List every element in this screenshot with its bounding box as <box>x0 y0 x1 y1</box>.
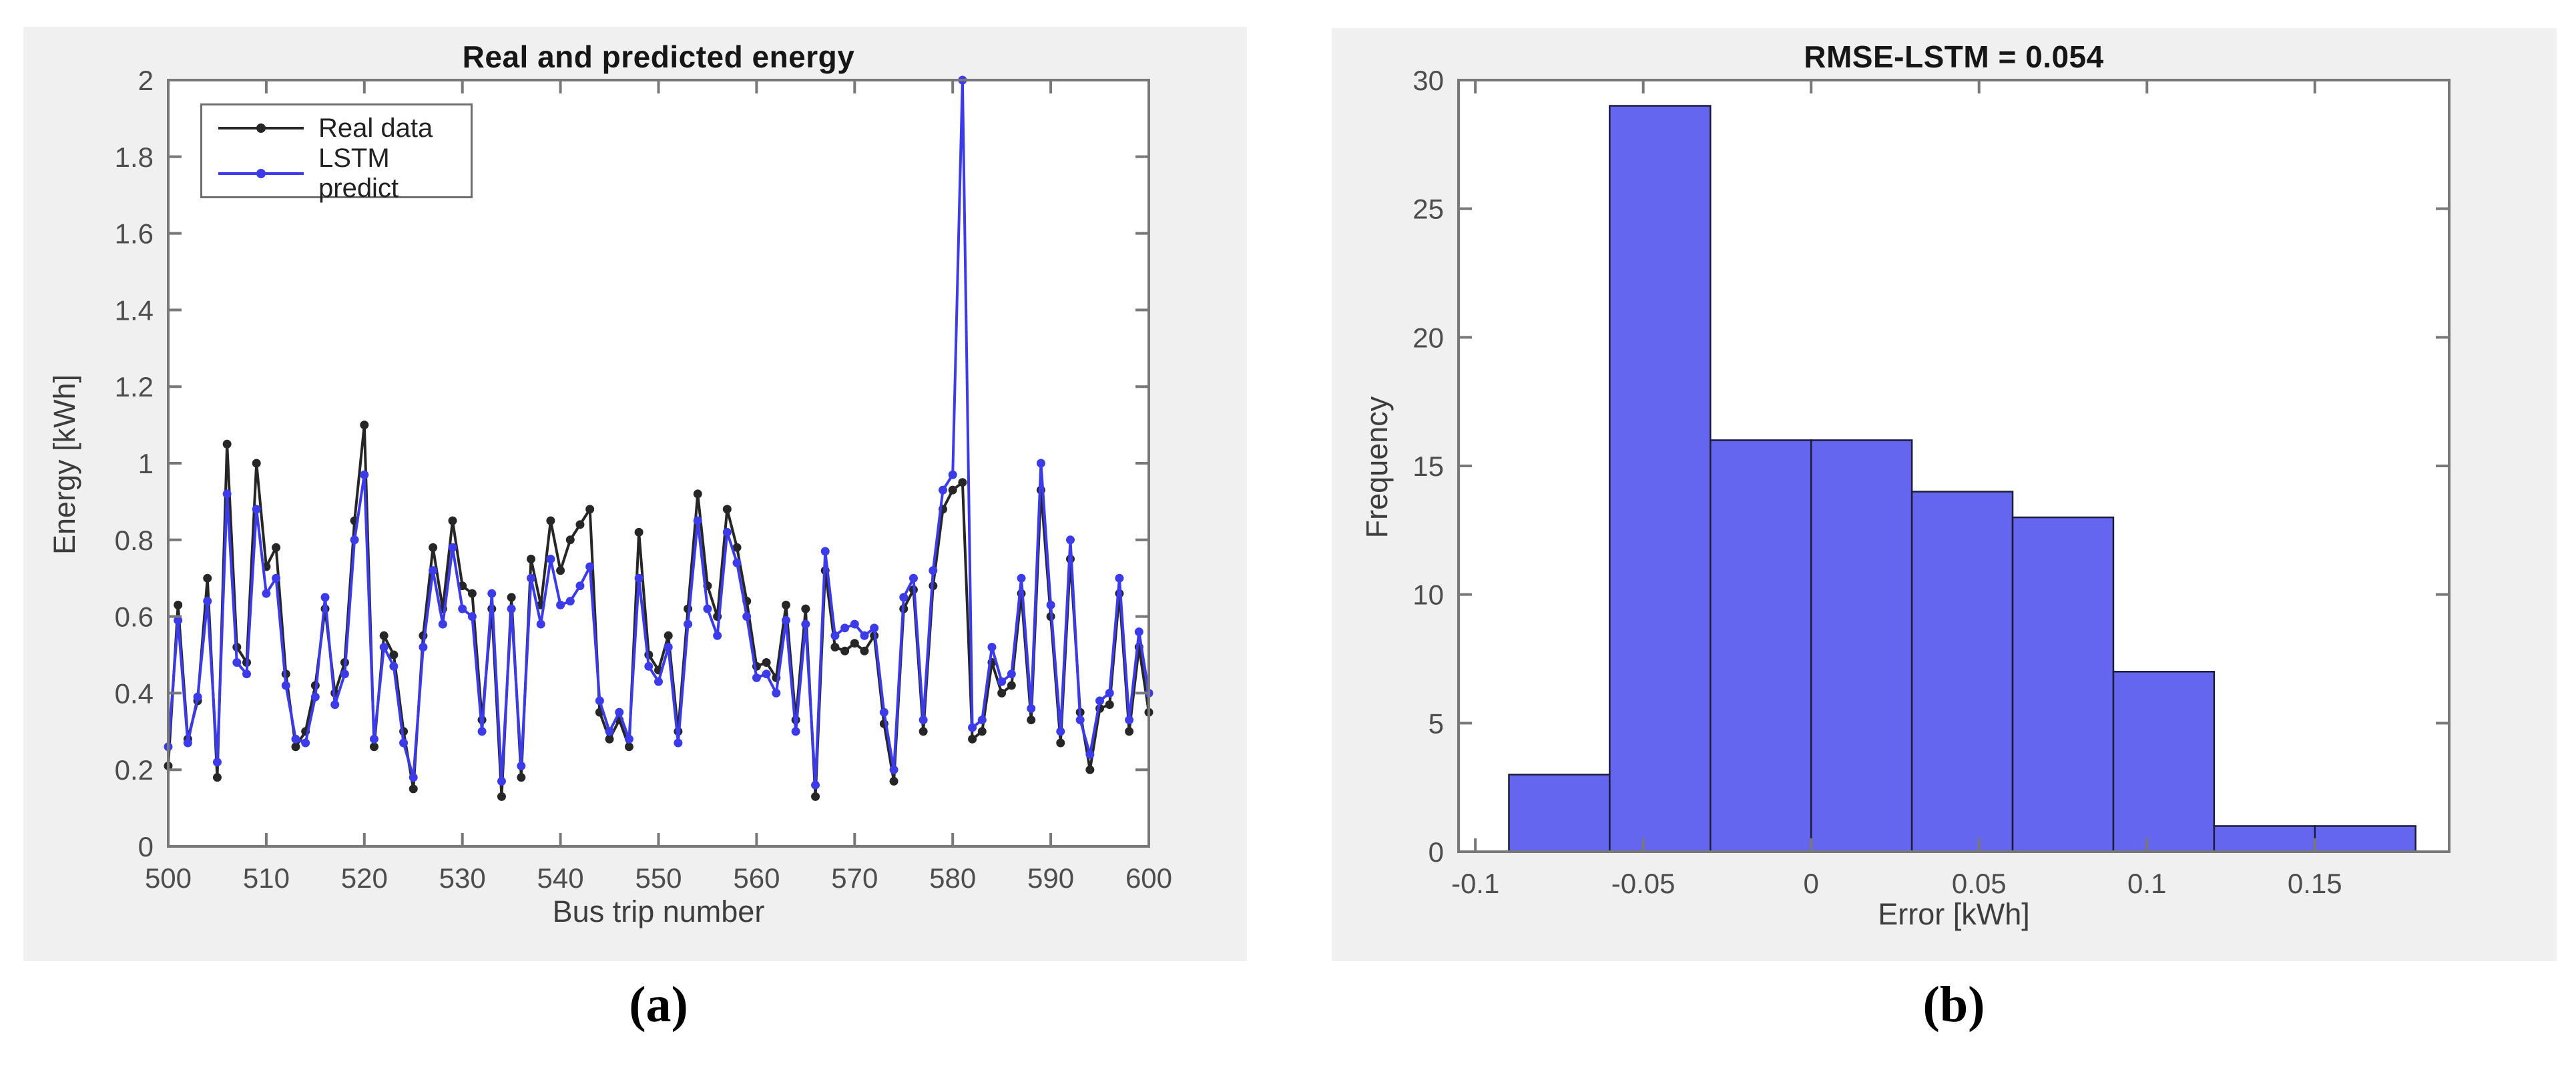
svg-text:-0.1: -0.1 <box>1451 868 1499 899</box>
svg-text:1: 1 <box>138 448 154 479</box>
panel-energy-plot: Real and predicted energy Energy [kWh] 5… <box>23 27 1247 961</box>
chart-a-xlabel: Bus trip number <box>552 894 765 928</box>
svg-text:0: 0 <box>1429 836 1444 868</box>
legend-label-real-data: Real data <box>318 113 433 143</box>
svg-text:2: 2 <box>138 65 154 96</box>
svg-text:0: 0 <box>138 831 154 862</box>
chart-b-xlabel: Error [kWh] <box>1878 897 2030 931</box>
caption-a: (a) <box>629 977 688 1033</box>
legend-item-real-data: Real data <box>202 105 471 151</box>
svg-text:0.4: 0.4 <box>115 678 154 709</box>
svg-text:580: 580 <box>929 862 976 894</box>
real-data-line-sample-icon <box>218 123 304 133</box>
caption-b: (b) <box>1922 977 1985 1033</box>
svg-text:1.8: 1.8 <box>115 142 154 173</box>
svg-text:510: 510 <box>243 862 290 894</box>
legend: Real data LSTM predict <box>200 103 473 203</box>
svg-text:540: 540 <box>537 862 584 894</box>
svg-text:1.2: 1.2 <box>115 371 154 403</box>
svg-text:600: 600 <box>1125 862 1172 894</box>
svg-text:0.1: 0.1 <box>2127 868 2166 899</box>
svg-text:530: 530 <box>439 862 486 894</box>
svg-text:20: 20 <box>1412 322 1444 353</box>
svg-text:30: 30 <box>1412 65 1444 96</box>
svg-text:590: 590 <box>1027 862 1074 894</box>
svg-text:0.2: 0.2 <box>115 754 154 786</box>
legend-label-lstm-predict: LSTM predict <box>318 144 399 203</box>
svg-text:25: 25 <box>1412 194 1444 225</box>
chart-a-title: Real and predicted energy <box>462 39 855 74</box>
svg-text:0.8: 0.8 <box>115 525 154 556</box>
svg-text:1.4: 1.4 <box>115 294 154 326</box>
svg-text:0.6: 0.6 <box>115 601 154 633</box>
chart-b-title: RMSE-LSTM = 0.054 <box>1804 39 2104 74</box>
svg-text:5: 5 <box>1429 708 1444 739</box>
svg-text:560: 560 <box>733 862 780 894</box>
chart-a-canvas: 500 510 520 530 540 550 560 570 580 590 600 0 0.2 0.4… <box>115 65 1172 894</box>
svg-text:1.6: 1.6 <box>115 218 154 250</box>
svg-text:0.15: 0.15 <box>2288 868 2342 899</box>
svg-text:570: 570 <box>831 862 878 894</box>
chart-b-canvas: -0.1 -0.05 0 0.05 0.1 0.15 0 5 10 15 20 25 30 <box>1412 65 2451 899</box>
lstm-predict-line-sample-icon <box>218 169 304 178</box>
legend-item-lstm-predict: LSTM predict <box>202 144 471 203</box>
svg-text:520: 520 <box>341 862 388 894</box>
svg-text:500: 500 <box>145 862 192 894</box>
svg-text:10: 10 <box>1412 579 1444 611</box>
svg-text:0: 0 <box>1804 868 1819 899</box>
svg-text:15: 15 <box>1412 451 1444 482</box>
svg-text:-0.05: -0.05 <box>1611 868 1676 899</box>
panel-error-histogram: RMSE-LSTM = 0.054 Frequency -0.1 -0.05 0 0.… <box>1332 28 2557 961</box>
svg-text:550: 550 <box>635 862 682 894</box>
svg-text:0.05: 0.05 <box>1952 868 2007 899</box>
